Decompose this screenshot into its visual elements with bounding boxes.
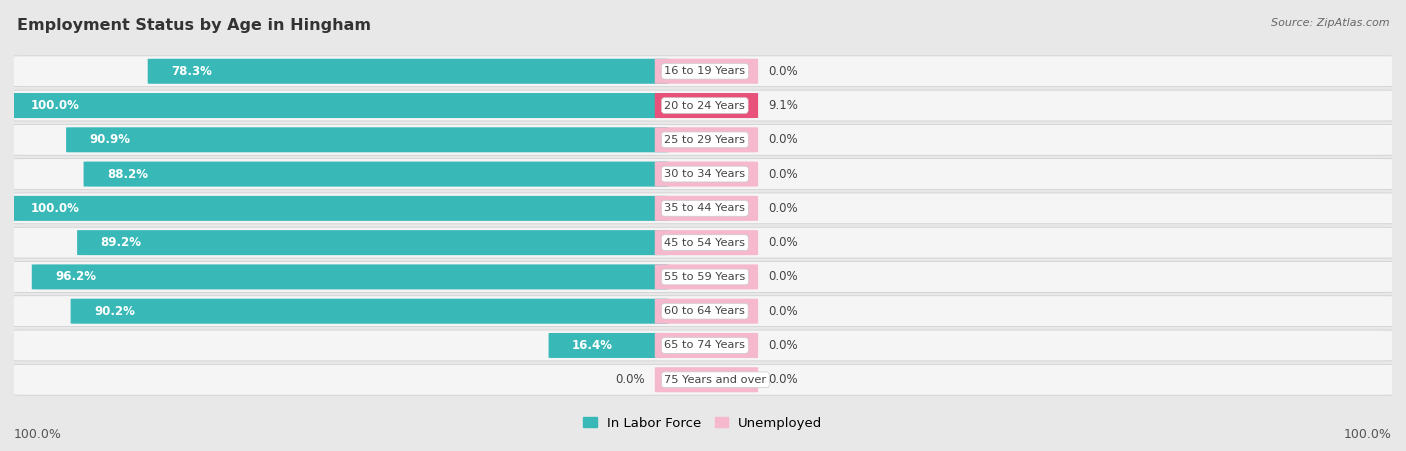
Text: 100.0%: 100.0% bbox=[31, 202, 80, 215]
FancyBboxPatch shape bbox=[655, 161, 758, 187]
FancyBboxPatch shape bbox=[11, 364, 1395, 395]
Text: 55 to 59 Years: 55 to 59 Years bbox=[665, 272, 745, 282]
FancyBboxPatch shape bbox=[11, 56, 1395, 87]
FancyBboxPatch shape bbox=[655, 230, 758, 255]
Text: 90.2%: 90.2% bbox=[94, 305, 135, 318]
Text: 100.0%: 100.0% bbox=[1344, 428, 1392, 441]
FancyBboxPatch shape bbox=[7, 196, 669, 221]
FancyBboxPatch shape bbox=[655, 93, 758, 118]
Text: Employment Status by Age in Hingham: Employment Status by Age in Hingham bbox=[17, 18, 371, 33]
Text: 0.0%: 0.0% bbox=[616, 373, 645, 386]
Text: 45 to 54 Years: 45 to 54 Years bbox=[665, 238, 745, 248]
FancyBboxPatch shape bbox=[11, 227, 1395, 258]
FancyBboxPatch shape bbox=[11, 193, 1395, 224]
Text: 0.0%: 0.0% bbox=[768, 133, 797, 146]
Text: 88.2%: 88.2% bbox=[107, 168, 148, 180]
Text: 30 to 34 Years: 30 to 34 Years bbox=[665, 169, 745, 179]
Text: 96.2%: 96.2% bbox=[55, 271, 96, 283]
FancyBboxPatch shape bbox=[655, 333, 758, 358]
Text: 16.4%: 16.4% bbox=[572, 339, 613, 352]
FancyBboxPatch shape bbox=[32, 264, 669, 290]
Text: 9.1%: 9.1% bbox=[768, 99, 797, 112]
Text: 75 Years and over: 75 Years and over bbox=[665, 375, 766, 385]
FancyBboxPatch shape bbox=[548, 333, 669, 358]
Text: 0.0%: 0.0% bbox=[768, 202, 797, 215]
FancyBboxPatch shape bbox=[11, 159, 1395, 189]
Text: 35 to 44 Years: 35 to 44 Years bbox=[665, 203, 745, 213]
Text: 0.0%: 0.0% bbox=[768, 339, 797, 352]
Text: 20 to 24 Years: 20 to 24 Years bbox=[665, 101, 745, 110]
FancyBboxPatch shape bbox=[11, 296, 1395, 327]
Text: 100.0%: 100.0% bbox=[14, 428, 62, 441]
FancyBboxPatch shape bbox=[148, 59, 669, 84]
Text: 16 to 19 Years: 16 to 19 Years bbox=[665, 66, 745, 76]
FancyBboxPatch shape bbox=[655, 367, 758, 392]
Legend: In Labor Force, Unemployed: In Labor Force, Unemployed bbox=[578, 411, 828, 435]
FancyBboxPatch shape bbox=[655, 299, 758, 324]
Text: 89.2%: 89.2% bbox=[101, 236, 142, 249]
FancyBboxPatch shape bbox=[83, 161, 669, 187]
FancyBboxPatch shape bbox=[655, 196, 758, 221]
FancyBboxPatch shape bbox=[77, 230, 669, 255]
FancyBboxPatch shape bbox=[7, 93, 669, 118]
FancyBboxPatch shape bbox=[70, 299, 669, 324]
Text: 0.0%: 0.0% bbox=[768, 305, 797, 318]
Text: 100.0%: 100.0% bbox=[31, 99, 80, 112]
Text: 78.3%: 78.3% bbox=[172, 65, 212, 78]
FancyBboxPatch shape bbox=[11, 262, 1395, 292]
Text: 0.0%: 0.0% bbox=[768, 236, 797, 249]
Text: 60 to 64 Years: 60 to 64 Years bbox=[665, 306, 745, 316]
FancyBboxPatch shape bbox=[655, 59, 758, 84]
Text: 0.0%: 0.0% bbox=[768, 271, 797, 283]
Text: Source: ZipAtlas.com: Source: ZipAtlas.com bbox=[1271, 18, 1389, 28]
Text: 0.0%: 0.0% bbox=[768, 373, 797, 386]
Text: 0.0%: 0.0% bbox=[768, 168, 797, 180]
Text: 65 to 74 Years: 65 to 74 Years bbox=[665, 341, 745, 350]
Text: 25 to 29 Years: 25 to 29 Years bbox=[665, 135, 745, 145]
FancyBboxPatch shape bbox=[11, 330, 1395, 361]
FancyBboxPatch shape bbox=[655, 264, 758, 290]
Text: 90.9%: 90.9% bbox=[90, 133, 131, 146]
FancyBboxPatch shape bbox=[11, 124, 1395, 155]
FancyBboxPatch shape bbox=[11, 90, 1395, 121]
FancyBboxPatch shape bbox=[66, 127, 669, 152]
Text: 0.0%: 0.0% bbox=[768, 65, 797, 78]
FancyBboxPatch shape bbox=[655, 127, 758, 152]
